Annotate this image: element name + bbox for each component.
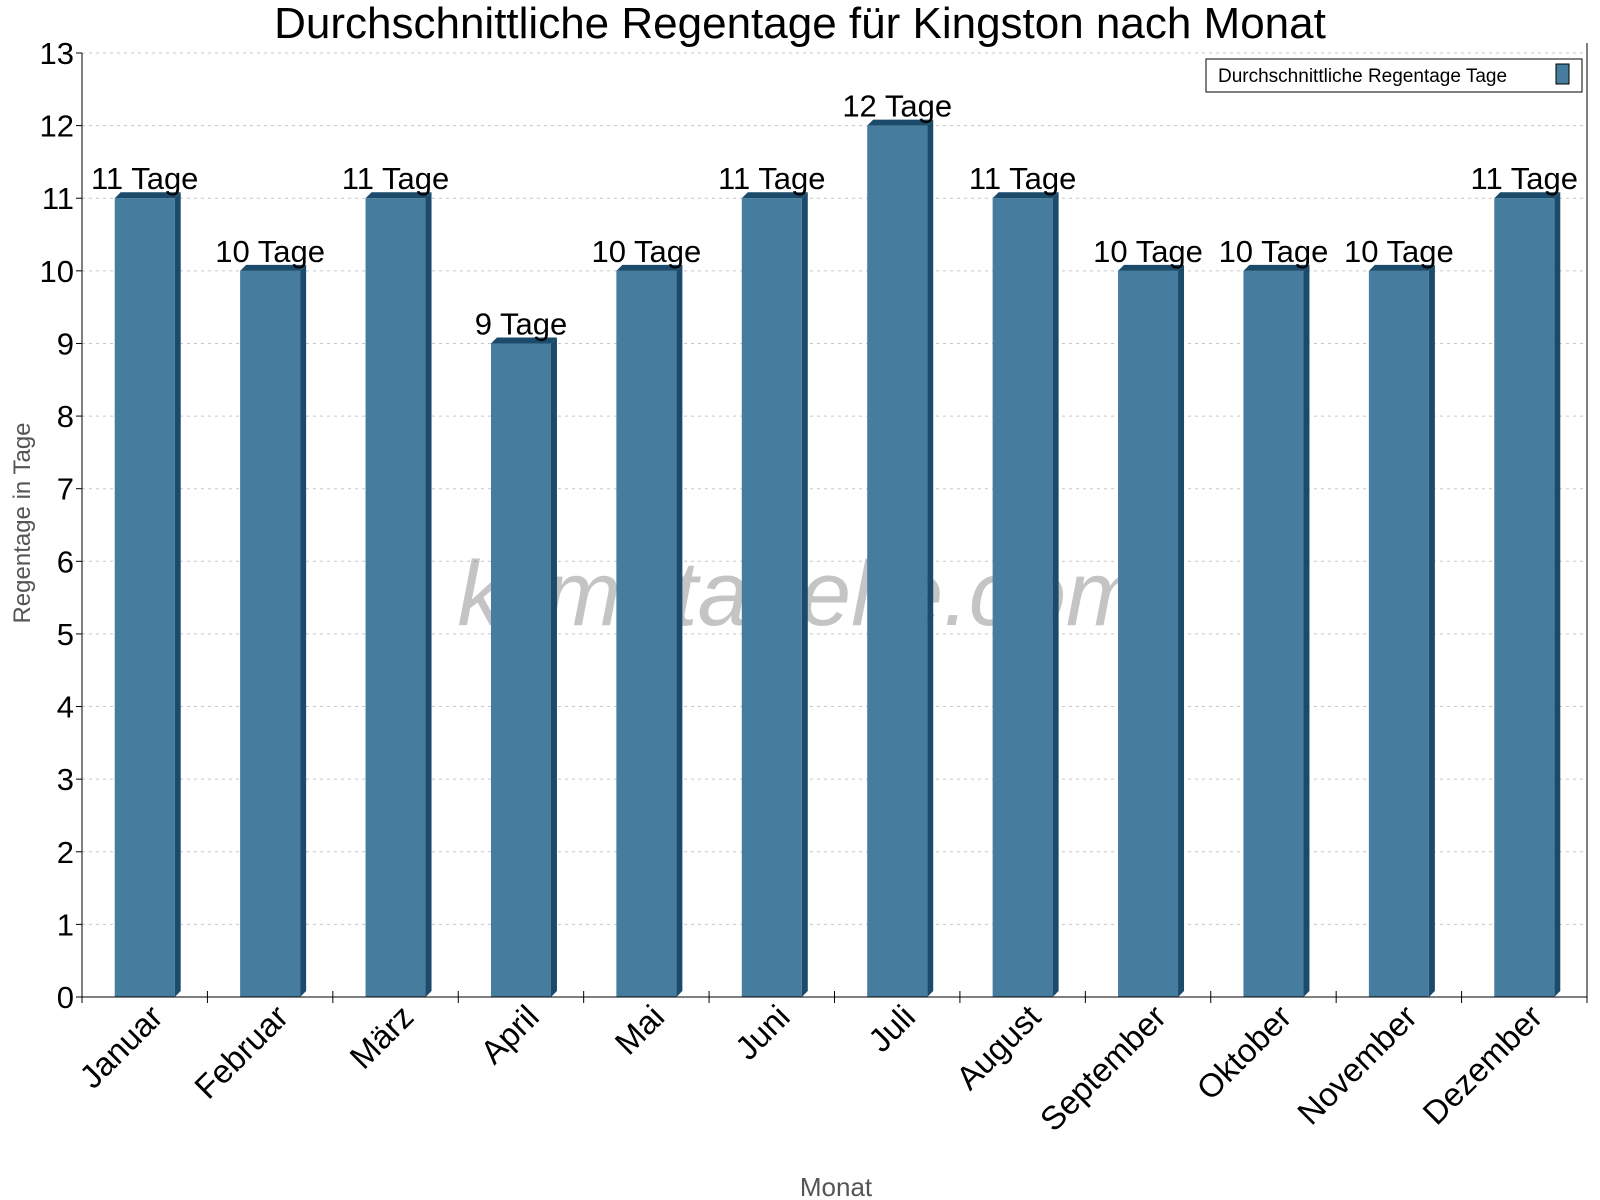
bar-top bbox=[741, 192, 808, 199]
y-tick-label: 10 bbox=[40, 254, 74, 289]
x-tick-label: August bbox=[949, 998, 1048, 1097]
bar-group: 11 Tage bbox=[91, 161, 198, 997]
bar-side bbox=[174, 192, 181, 997]
bar-top bbox=[992, 192, 1059, 199]
bar-group: 10 Tage bbox=[591, 234, 701, 997]
y-tick-label: 8 bbox=[57, 399, 74, 434]
data-label: 11 Tage bbox=[342, 161, 449, 196]
bar-group: 10 Tage bbox=[1219, 234, 1329, 997]
bar-side bbox=[1052, 192, 1059, 997]
y-axis-label: Regentage in Tage bbox=[9, 422, 36, 623]
y-tick-label: 5 bbox=[57, 617, 74, 652]
chart-title: Durchschnittliche Regentage für Kingston… bbox=[274, 0, 1326, 48]
bar bbox=[365, 198, 426, 997]
data-label: 9 Tage bbox=[475, 306, 568, 341]
x-tick-label: Oktober bbox=[1189, 998, 1298, 1107]
data-label: 11 Tage bbox=[1471, 161, 1578, 196]
bar-top bbox=[1494, 192, 1561, 199]
x-tick-label: Februar bbox=[187, 998, 295, 1106]
legend: Durchschnittliche Regentage Tage bbox=[1205, 58, 1583, 93]
y-tick-label: 11 bbox=[42, 181, 74, 216]
bar-side bbox=[425, 192, 432, 997]
bar-side bbox=[927, 119, 934, 998]
bar-top bbox=[365, 192, 432, 199]
data-label: 10 Tage bbox=[591, 234, 701, 269]
bar bbox=[114, 198, 175, 997]
bar-group: 11 Tage bbox=[718, 161, 826, 997]
data-label: 11 Tage bbox=[969, 161, 1076, 196]
data-label: 10 Tage bbox=[1219, 234, 1329, 269]
y-tick-label: 6 bbox=[57, 544, 74, 579]
x-tick-label: Januar bbox=[72, 998, 170, 1096]
bar-group: 10 Tage bbox=[1344, 234, 1454, 997]
y-tick-label: 2 bbox=[57, 835, 74, 870]
x-tick-label: Mai bbox=[608, 998, 672, 1062]
data-label: 11 Tage bbox=[718, 161, 825, 196]
x-tick-label: April bbox=[473, 998, 546, 1071]
bar-side bbox=[676, 264, 683, 997]
bar bbox=[1494, 198, 1555, 997]
bar-side bbox=[300, 264, 307, 997]
data-label: 10 Tage bbox=[1344, 234, 1454, 269]
bar-side bbox=[1178, 264, 1185, 997]
x-tick-label: Dezember bbox=[1415, 998, 1549, 1132]
x-tick-label: Juli bbox=[861, 998, 922, 1059]
y-tick-label: 3 bbox=[57, 762, 74, 797]
x-axis-label: Monat bbox=[800, 1172, 873, 1200]
bar-top bbox=[867, 119, 934, 126]
x-tick-label: Juni bbox=[728, 998, 797, 1067]
data-label: 12 Tage bbox=[842, 89, 952, 124]
bar-side bbox=[1428, 264, 1435, 997]
bar-side bbox=[550, 337, 557, 997]
bar bbox=[1243, 270, 1304, 997]
bar bbox=[240, 270, 301, 997]
bar-group: 12 Tage bbox=[842, 89, 952, 998]
bar bbox=[1368, 270, 1429, 997]
bar bbox=[867, 125, 928, 998]
y-tick-label: 0 bbox=[57, 980, 74, 1015]
bar bbox=[1118, 270, 1179, 997]
y-tick-label: 1 bbox=[57, 907, 74, 942]
legend-label: Durchschnittliche Regentage Tage bbox=[1218, 66, 1507, 87]
x-tick-label: September bbox=[1033, 998, 1173, 1138]
y-tick-label: 12 bbox=[40, 109, 74, 144]
data-label: 11 Tage bbox=[91, 161, 198, 196]
bar bbox=[741, 198, 802, 997]
bar-top bbox=[1368, 264, 1435, 271]
bar-group: 10 Tage bbox=[215, 234, 325, 997]
data-label: 10 Tage bbox=[215, 234, 325, 269]
legend-swatch bbox=[1555, 63, 1570, 85]
bar-group: 9 Tage bbox=[475, 306, 568, 997]
bar-top bbox=[1243, 264, 1310, 271]
bar-top bbox=[240, 264, 307, 271]
x-tick-label: November bbox=[1290, 998, 1424, 1132]
bar-group: 11 Tage bbox=[1471, 161, 1578, 997]
y-tick-label: 9 bbox=[57, 326, 74, 361]
y-tick-label: 7 bbox=[57, 472, 74, 507]
bar-side bbox=[1303, 264, 1310, 997]
bar-group: 11 Tage bbox=[342, 161, 449, 997]
bar bbox=[490, 343, 551, 997]
bar bbox=[992, 198, 1053, 997]
bar-top bbox=[616, 264, 683, 271]
bar-side bbox=[1554, 192, 1561, 997]
bar-top bbox=[1118, 264, 1185, 271]
bar-top bbox=[114, 192, 181, 199]
x-tick-label: März bbox=[342, 998, 420, 1076]
bar-group: 10 Tage bbox=[1093, 234, 1203, 997]
bar-group: 11 Tage bbox=[969, 161, 1076, 997]
y-tick-label: 4 bbox=[57, 690, 74, 725]
data-label: 10 Tage bbox=[1093, 234, 1203, 269]
bar bbox=[616, 270, 677, 997]
y-tick-label: 13 bbox=[40, 36, 74, 71]
bar-side bbox=[801, 192, 808, 997]
bar-top bbox=[490, 337, 557, 344]
